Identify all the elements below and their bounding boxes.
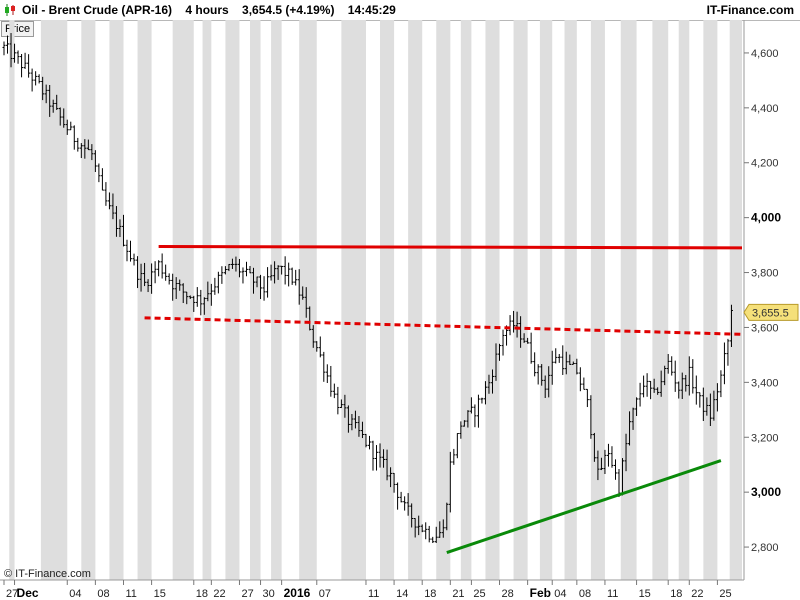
candlestick-icon <box>5 4 15 16</box>
stripe <box>202 20 212 580</box>
stripe <box>40 20 68 580</box>
stripe <box>250 20 261 580</box>
stripe <box>460 20 472 580</box>
y-tick-label: 4,200 <box>751 158 779 170</box>
x-tick-label: 04 <box>69 588 81 600</box>
y-tick-label: 4,000 <box>751 211 781 225</box>
y-tick-label: 3,000 <box>751 485 781 499</box>
brand-label: IT-Finance.com <box>706 3 794 17</box>
x-tick-label: 07 <box>319 588 331 600</box>
stripe <box>485 20 500 580</box>
x-tick-label: 18 <box>196 588 208 600</box>
x-tick-label: 14 <box>396 588 408 600</box>
y-tick-label: 3,200 <box>751 432 779 444</box>
stripe <box>678 20 690 580</box>
last-update-time: 14:45:29 <box>347 3 396 17</box>
x-tick-label: 04 <box>554 588 566 600</box>
copyright-text: © IT-Finance.com <box>4 568 91 580</box>
x-tick-label: 11 <box>368 588 379 600</box>
stripe <box>341 20 366 580</box>
support-line <box>446 459 722 554</box>
stripe <box>436 20 451 580</box>
stripe <box>513 20 528 580</box>
x-tick-label: 21 <box>452 588 464 600</box>
trend-lines <box>144 244 743 554</box>
x-tick-label: 15 <box>154 588 166 600</box>
x-tick-label: 15 <box>639 588 651 600</box>
stripe <box>564 20 577 580</box>
price-bars <box>2 33 733 543</box>
stripe <box>539 20 553 580</box>
stripe <box>271 20 282 580</box>
x-tick-label: 18 <box>670 588 682 600</box>
stripe <box>109 20 124 580</box>
stripe <box>81 20 96 580</box>
last-price-change: 3,654.5 (+4.19%) <box>242 3 335 17</box>
x-tick-label: 2016 <box>284 586 311 600</box>
stripe <box>137 20 152 580</box>
price-marker-label: 3,655.5 <box>752 307 789 319</box>
x-tick-label: 18 <box>424 588 436 600</box>
x-tick-label: 28 <box>502 588 514 600</box>
background-stripes <box>9 20 742 580</box>
x-tick-label: 30 <box>263 588 275 600</box>
x-tick-label: 22 <box>691 588 703 600</box>
stripe <box>620 20 637 580</box>
instrument-title: Oil - Brent Crude (APR-16) 4 hours 3,654… <box>22 3 396 17</box>
instrument-name: Oil - Brent Crude (APR-16) <box>22 3 173 17</box>
stripe <box>703 20 718 580</box>
x-tick-label: 25 <box>719 588 731 600</box>
y-tick-label: 4,400 <box>751 103 779 115</box>
x-tick-label: Feb <box>530 586 551 600</box>
price-axis: 2,800 3,000 3,200 3,400 3,600 3,800 4,000 4,200… <box>744 48 781 554</box>
x-tick-label: 27 <box>241 588 253 600</box>
last-price-marker: 3,655.5 <box>743 303 799 321</box>
resistance-line <box>158 244 743 250</box>
stripe <box>729 20 742 580</box>
price-marker-box <box>743 303 799 321</box>
y-tick-label: 3,600 <box>751 322 779 334</box>
chart-header: Oil - Brent Crude (APR-16) 4 hours 3,654… <box>0 0 800 21</box>
stripe <box>9 20 15 580</box>
y-tick-label: 4,600 <box>751 48 779 60</box>
x-tick-label: 11 <box>607 588 618 600</box>
stripe <box>652 20 669 580</box>
y-tick-label: 2,800 <box>751 542 779 554</box>
x-tick-label: 11 <box>125 588 136 600</box>
y-tick-label: 3,800 <box>751 268 779 280</box>
x-tick-label: 27 <box>6 588 18 600</box>
y-tick-label: 3,400 <box>751 377 779 389</box>
stripe <box>299 20 317 580</box>
x-tick-label: 08 <box>579 588 591 600</box>
x-tick-label: 25 <box>473 588 485 600</box>
x-tick-label: 22 <box>213 588 225 600</box>
stripe <box>590 20 605 580</box>
stripe <box>225 20 240 580</box>
stripe <box>408 20 423 580</box>
x-tick-label: Dec <box>17 586 39 600</box>
stripe <box>380 20 395 580</box>
timeframe: 4 hours <box>185 3 229 17</box>
x-tick-label: 08 <box>97 588 109 600</box>
